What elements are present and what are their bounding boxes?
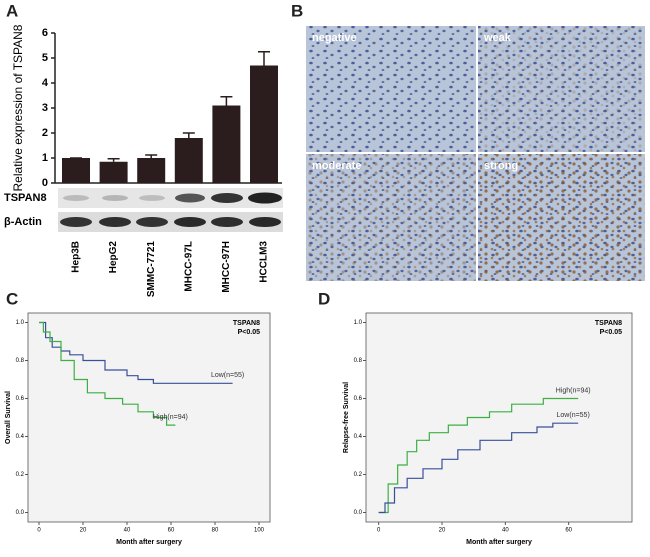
blot-label: β-Actin	[4, 216, 42, 228]
x-tick-label: SMMC-7721	[146, 241, 157, 298]
annotation: TSPAN8	[233, 320, 260, 327]
x-tick-label: MHCC-97H	[221, 241, 232, 293]
y-tick-label: 0.0	[354, 510, 363, 516]
x-axis-label: Month after surgery	[466, 539, 532, 546]
y-tick-label: 0.8	[16, 358, 25, 364]
y-tick-label: 0.6	[354, 396, 363, 402]
y-tick-label: 0.6	[16, 396, 25, 402]
x-tick-label: 40	[124, 528, 131, 534]
series-label: Low(n=55)	[211, 372, 244, 379]
x-axis-label: Month after surgery	[116, 539, 182, 546]
survival-curve	[39, 321, 176, 426]
ihc-label: weak	[483, 32, 512, 44]
x-tick-label: 100	[254, 528, 265, 534]
y-tick-label: 2	[42, 127, 48, 139]
survival-curve	[378, 397, 579, 514]
plot-area	[365, 312, 633, 523]
x-tick-label: 20	[80, 528, 87, 534]
y-tick-label: 4	[42, 77, 49, 89]
series-label: Low(n=55)	[557, 412, 590, 419]
annotation: P<0.05	[600, 329, 622, 336]
ihc-label: moderate	[312, 160, 362, 172]
y-tick-label: 0.4	[354, 434, 363, 440]
x-tick-label: 0	[377, 528, 381, 534]
y-tick-label: 0.4	[16, 434, 25, 440]
x-tick-label: 40	[502, 528, 509, 534]
y-axis-label: Relative expression of TSPAN8	[11, 24, 25, 191]
y-tick-label: 0	[42, 177, 48, 189]
y-tick-label: 1	[42, 152, 48, 164]
x-tick-label: 20	[439, 528, 446, 534]
panel-label: B	[291, 1, 303, 20]
blot-label: TSPAN8	[4, 192, 47, 204]
x-tick-label: 0	[37, 528, 41, 534]
bar	[137, 158, 166, 183]
ihc-label: strong	[484, 160, 518, 172]
x-tick-label: 60	[565, 528, 572, 534]
survival-curve	[378, 422, 579, 514]
x-tick-label: 60	[168, 528, 175, 534]
y-tick-label: 6	[42, 27, 48, 39]
series-label: High(n=94)	[153, 414, 188, 421]
x-tick-label: 80	[212, 528, 219, 534]
series-label: High(n=94)	[556, 387, 591, 394]
x-tick-label: HCCLM3	[259, 241, 270, 283]
survival-curve	[39, 321, 233, 384]
x-tick-label: Hep3B	[71, 241, 82, 273]
ihc-images	[306, 26, 645, 281]
annotation: TSPAN8	[595, 320, 622, 327]
y-axis-label: Relapse-free Survival	[343, 382, 350, 453]
y-axis-label: Overall Survival	[5, 391, 12, 444]
bar	[62, 158, 90, 183]
y-tick-label: 0.0	[16, 510, 25, 516]
bar	[174, 138, 203, 183]
y-tick-label: 3	[42, 102, 48, 114]
y-tick-label: 1.0	[16, 320, 25, 326]
western-blot	[58, 188, 283, 232]
bar	[99, 161, 128, 183]
bar	[212, 105, 241, 183]
y-tick-label: 0.2	[354, 472, 363, 478]
x-tick-label: HepG2	[108, 241, 119, 274]
y-tick-label: 0.8	[354, 358, 363, 364]
bar	[250, 65, 278, 183]
x-tick-label: MHCC-97L	[183, 241, 194, 292]
ihc-label: negative	[312, 32, 357, 44]
panel-label: A	[6, 1, 18, 20]
y-tick-label: 5	[42, 52, 48, 64]
y-tick-label: 1.0	[354, 320, 363, 326]
panel-label: C	[6, 289, 18, 308]
annotation: P<0.05	[238, 329, 260, 336]
y-tick-label: 0.2	[16, 472, 25, 478]
panel-label: D	[318, 289, 330, 308]
plot-area	[27, 312, 271, 523]
